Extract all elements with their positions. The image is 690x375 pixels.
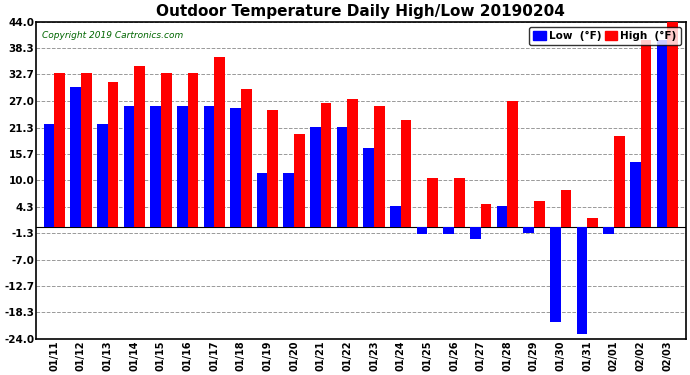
Bar	[97, 124, 108, 227]
Bar	[640, 40, 651, 227]
Bar	[294, 134, 305, 227]
Bar	[321, 104, 331, 227]
Bar	[560, 190, 571, 227]
Bar	[374, 106, 385, 227]
Bar	[161, 73, 172, 227]
Bar	[534, 201, 544, 227]
Bar	[135, 66, 145, 227]
Bar	[427, 178, 438, 227]
Bar	[70, 87, 81, 227]
Bar	[364, 148, 374, 227]
Bar	[43, 124, 55, 227]
Bar	[337, 127, 348, 227]
Bar	[177, 106, 188, 227]
Bar	[310, 127, 321, 227]
Bar	[55, 73, 65, 227]
Bar	[481, 204, 491, 227]
Bar	[550, 227, 560, 322]
Bar	[523, 227, 534, 233]
Bar	[150, 106, 161, 227]
Bar	[454, 178, 464, 227]
Title: Outdoor Temperature Daily High/Low 20190204: Outdoor Temperature Daily High/Low 20190…	[157, 4, 565, 19]
Bar	[268, 110, 278, 227]
Bar	[257, 173, 268, 227]
Legend: Low  (°F), High  (°F): Low (°F), High (°F)	[529, 27, 680, 45]
Bar	[614, 136, 624, 227]
Bar	[401, 120, 411, 227]
Bar	[497, 206, 507, 227]
Bar	[587, 217, 598, 227]
Bar	[188, 73, 198, 227]
Bar	[81, 73, 92, 227]
Bar	[444, 227, 454, 234]
Bar	[241, 89, 252, 227]
Bar	[603, 227, 614, 234]
Bar	[390, 206, 401, 227]
Bar	[630, 162, 640, 227]
Bar	[507, 101, 518, 227]
Bar	[417, 227, 427, 234]
Bar	[204, 106, 214, 227]
Bar	[108, 82, 118, 227]
Bar	[656, 40, 667, 227]
Bar	[214, 57, 225, 227]
Bar	[124, 106, 135, 227]
Text: Copyright 2019 Cartronics.com: Copyright 2019 Cartronics.com	[42, 31, 184, 40]
Bar	[667, 22, 678, 227]
Bar	[284, 173, 294, 227]
Bar	[470, 227, 481, 238]
Bar	[230, 108, 241, 227]
Bar	[348, 99, 358, 227]
Bar	[577, 227, 587, 334]
